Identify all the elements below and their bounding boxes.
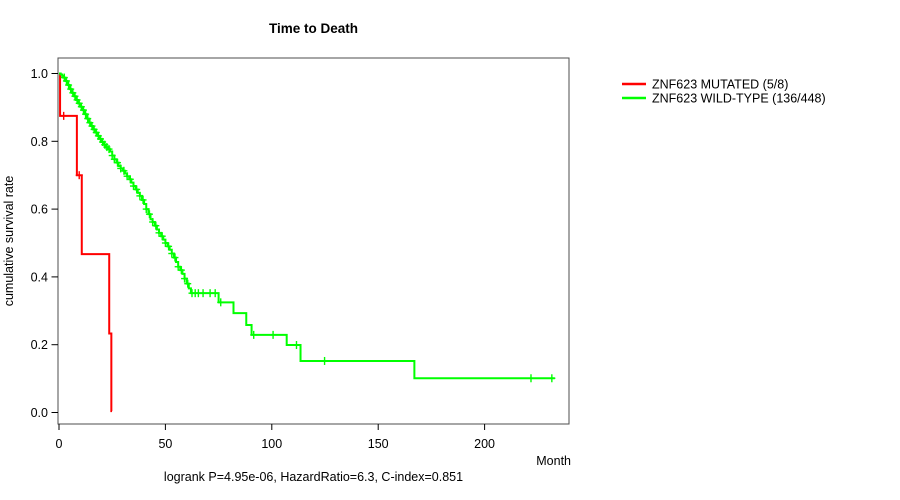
km-curve-wildtype xyxy=(59,72,555,380)
y-axis-tick-label: 0.6 xyxy=(31,203,48,217)
x-axis-tick-label: 50 xyxy=(158,437,172,451)
plot-box xyxy=(57,57,570,425)
y-axis-tick-label: 0.2 xyxy=(31,338,48,352)
chart-title: Time to Death xyxy=(269,21,358,36)
y-axis-tick-label: 1.0 xyxy=(31,67,48,81)
y-axis-tick-label: 0.8 xyxy=(31,135,48,149)
y-axis-tick-label: 0.4 xyxy=(31,270,48,284)
km-curve-mutated xyxy=(59,72,113,413)
x-axis-tick-label: 150 xyxy=(368,437,389,451)
legend-label-mutated: ZNF623 MUTATED (5/8) xyxy=(652,78,788,92)
y-axis-tick-label: 0.0 xyxy=(31,406,48,420)
x-axis-label: Month xyxy=(536,454,571,468)
x-axis-tick-label: 200 xyxy=(474,437,495,451)
y-axis-label: cumulative survival rate xyxy=(2,176,16,307)
x-axis-tick-label: 100 xyxy=(261,437,282,451)
stats-annotation: logrank P=4.95e-06, HazardRatio=6.3, C-i… xyxy=(164,470,463,484)
x-axis-tick-label: 0 xyxy=(56,437,63,451)
legend-label-wildtype: ZNF623 WILD-TYPE (136/448) xyxy=(652,92,826,106)
